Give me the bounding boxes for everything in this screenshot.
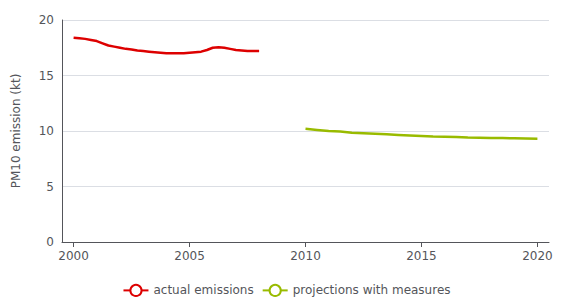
svg-text:2020: 2020 — [522, 249, 553, 263]
svg-text:2010: 2010 — [290, 249, 321, 263]
svg-text:20: 20 — [39, 13, 54, 27]
svg-text:actual emissions: actual emissions — [153, 283, 253, 297]
svg-text:2005: 2005 — [174, 249, 205, 263]
svg-text:2015: 2015 — [406, 249, 437, 263]
svg-text:15: 15 — [39, 69, 54, 83]
svg-text:2000: 2000 — [58, 249, 89, 263]
svg-text:0: 0 — [46, 235, 54, 249]
svg-text:PM10 emission (kt): PM10 emission (kt) — [9, 74, 23, 189]
svg-text:5: 5 — [46, 180, 54, 194]
svg-text:10: 10 — [39, 124, 54, 138]
svg-text:projections with measures: projections with measures — [293, 283, 451, 297]
